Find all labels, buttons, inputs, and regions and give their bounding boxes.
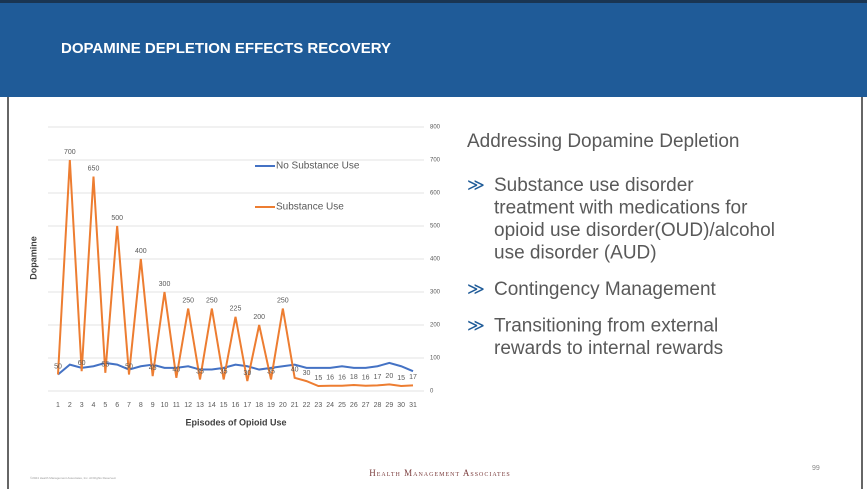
x-tick-label: 9 [151,402,155,409]
slide-title: DOPAMINE DEPLETION EFFECTS RECOVERY [61,40,391,57]
data-label: 40 [291,367,299,374]
bullet-text: treatment with medications for [494,198,748,219]
data-label: 17 [374,374,382,381]
x-tick-label: 28 [374,402,382,409]
data-label: 250 [182,297,194,304]
y-tick-label: 0 [430,389,434,395]
x-tick-label: 2 [68,402,72,409]
x-tick-label: 4 [92,402,96,409]
y-tick-label: 500 [430,224,441,230]
y-tick-label: 300 [430,290,441,296]
data-label: 16 [338,375,346,382]
x-tick-label: 3 [80,402,84,409]
brand: Health Management Associates [369,468,510,478]
bullet-text: Substance use disorder [494,175,694,196]
header-band [0,0,867,97]
x-tick-label: 10 [161,402,169,409]
y-tick-label: 700 [430,158,441,164]
x-tick-label: 12 [184,402,192,409]
data-label: 16 [326,375,334,382]
data-label: 35 [220,368,228,375]
x-tick-label: 6 [115,402,119,409]
x-tick-label: 24 [326,402,334,409]
y-tick-label: 600 [430,191,441,197]
bullet-marker: ≫ [467,279,485,298]
x-tick-label: 5 [103,402,107,409]
x-tick-label: 21 [291,402,299,409]
data-label: 700 [64,149,76,156]
x-tick-label: 15 [220,402,228,409]
y-tick-label: 800 [430,125,441,131]
content-heading: Addressing Dopamine Depletion [467,131,740,152]
x-tick-label: 18 [255,402,263,409]
x-tick-label: 22 [303,402,311,409]
data-label: 300 [159,281,171,288]
data-label: 400 [135,248,147,255]
bullet-text: use disorder (AUD) [494,243,657,264]
data-label: 35 [196,368,204,375]
x-tick-label: 7 [127,402,131,409]
data-label: 200 [253,314,265,321]
x-tick-label: 19 [267,402,275,409]
x-tick-label: 8 [139,402,143,409]
data-label: 18 [350,374,358,381]
data-label: 500 [111,215,123,222]
x-axis-label: Episodes of Opioid Use [185,417,286,427]
x-tick-label: 26 [350,402,358,409]
data-label: 250 [277,297,289,304]
y-tick-label: 100 [430,356,441,362]
data-label: 16 [362,375,370,382]
x-tick-label: 30 [397,402,405,409]
x-tick-label: 11 [173,402,180,409]
series-line [57,361,414,376]
bullet-text: Contingency Management [494,279,717,300]
x-tick-label: 17 [243,402,251,409]
data-label: 40 [172,367,180,374]
x-tick-label: 1 [56,402,60,409]
y-axis-label: Dopamine [28,236,38,280]
data-label: 35 [267,368,275,375]
x-tick-label: 23 [314,402,322,409]
x-tick-label: 27 [362,402,370,409]
data-label: 15 [314,375,322,382]
data-label: 20 [385,373,393,380]
data-label: 30 [243,370,251,377]
x-tick-label: 29 [385,402,393,409]
x-tick-label: 25 [338,402,346,409]
bullet-marker: ≫ [467,316,485,335]
copyright: ©2024 Health Management Associates, Inc.… [30,476,116,480]
y-tick-label: 400 [430,257,441,263]
bullet-text: opioid use disorder(OUD)/alcohol [494,220,775,241]
x-tick-label: 20 [279,402,287,409]
y-tick-label: 200 [430,323,441,329]
bullet-text: rewards to internal rewards [494,338,723,359]
bullet-text: Transitioning from external [494,316,718,337]
x-tick-label: 14 [208,402,216,409]
data-label: 50 [125,363,133,370]
data-label: 45 [149,365,157,372]
legend-label: No Substance Use [276,161,360,172]
x-tick-label: 16 [232,402,240,409]
data-label: 15 [397,375,405,382]
bullet-marker: ≫ [467,175,485,194]
page-number: 99 [812,465,820,472]
x-tick-label: 31 [409,402,417,409]
data-label: 225 [230,306,242,313]
data-label: 55 [101,362,109,369]
data-label: 30 [303,370,311,377]
data-label: 250 [206,297,218,304]
data-label: 650 [88,165,100,172]
data-label: 17 [409,374,417,381]
header-strip [0,0,867,3]
data-label: 50 [54,363,62,370]
legend-label: Substance Use [276,202,344,213]
data-label: 60 [78,360,86,367]
series-line [57,159,414,388]
x-tick-label: 13 [196,402,204,409]
